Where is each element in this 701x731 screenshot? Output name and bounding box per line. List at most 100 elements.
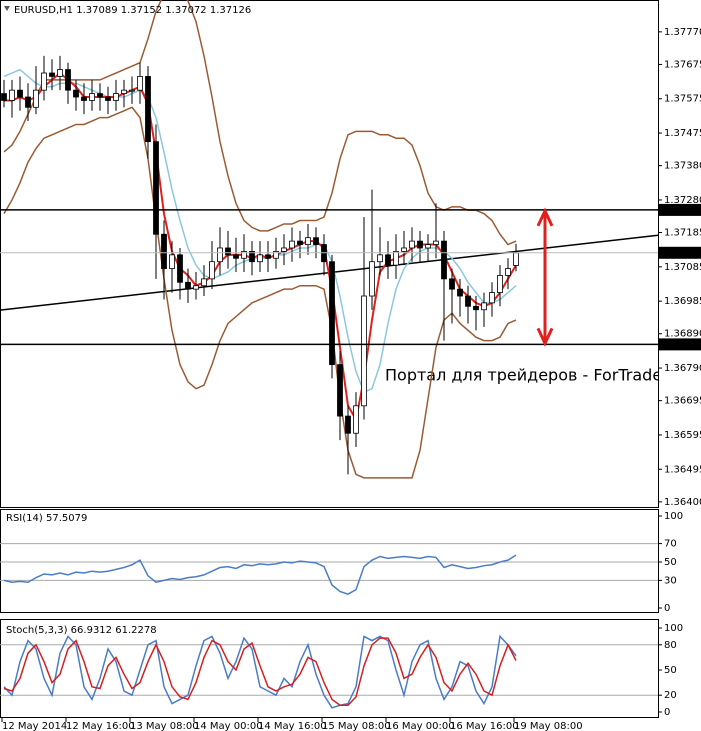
candle-body	[489, 292, 495, 304]
candle-body	[217, 247, 223, 263]
overlay-line	[3, 106, 517, 479]
candle-body	[9, 89, 15, 101]
y-tick-label: 1.37575	[664, 94, 701, 105]
candle-body	[289, 240, 295, 249]
x-tick-label: 16 May 16:00	[450, 721, 519, 731]
main-plot: Портал для трейдеров - ForTrader.ru	[0, 0, 658, 479]
candle-body	[57, 69, 63, 77]
indicator-line	[3, 554, 517, 596]
y-tick-label: 1.36400	[664, 497, 701, 508]
y-tick-label: 100	[664, 623, 683, 634]
y-tick-label: 1.37475	[664, 128, 701, 139]
candle-body	[385, 254, 391, 266]
level-label: 1.37251	[661, 205, 701, 216]
candle-body	[433, 240, 439, 245]
candle-body	[497, 275, 503, 293]
stoch-plot	[0, 634, 658, 709]
candle-body	[401, 247, 407, 252]
y-tick-label: 1.37085	[664, 262, 701, 273]
candle-body	[233, 254, 239, 259]
candle-body	[209, 261, 215, 280]
low-value: 1.37072	[165, 5, 206, 16]
candle-body	[121, 89, 127, 94]
x-tick-label: 14 May 00:00	[194, 721, 263, 731]
candle-body	[369, 261, 375, 297]
candle-body	[81, 96, 87, 101]
x-tick-label: 12 May 16:00	[66, 721, 135, 731]
range-arrow-head	[536, 327, 554, 347]
candle-body	[201, 278, 207, 287]
candle-body	[17, 89, 23, 98]
candle-body	[169, 254, 175, 269]
rsi-plot	[0, 543, 658, 596]
candle-body	[25, 96, 31, 108]
indicator-line	[3, 637, 517, 707]
candle-body	[465, 295, 471, 307]
y-tick-label: 1.37380	[664, 161, 701, 172]
y-tick-label: 1.36495	[664, 464, 701, 475]
y-tick-label: 1.37675	[664, 59, 701, 70]
candle-body	[297, 240, 303, 245]
candle-body	[305, 237, 311, 245]
candle-body	[473, 305, 479, 311]
candle-body	[161, 233, 167, 269]
stoch-panel	[0, 619, 659, 718]
stoch-signal-value: 61.2278	[115, 625, 156, 636]
candle-body	[449, 278, 455, 290]
x-tick-label: 14 May 16:00	[258, 721, 327, 731]
candle-body	[249, 251, 255, 263]
candle-body	[33, 89, 39, 108]
candle-body	[273, 251, 279, 259]
y-tick-label: 1.36595	[664, 430, 701, 441]
y-tick-label: 1.37185	[664, 228, 701, 239]
candle-body	[1, 93, 7, 101]
close-value: 1.37126	[210, 5, 251, 16]
candle-body	[481, 302, 487, 311]
candle-body	[153, 141, 159, 235]
candle-body	[257, 254, 263, 263]
candle-body	[137, 76, 143, 91]
y-tick-label: 100	[664, 511, 683, 522]
symbol-icon	[4, 6, 10, 11]
candle-body	[89, 93, 95, 101]
candle-body	[409, 240, 415, 249]
candle-body	[49, 72, 55, 77]
rsi-panel	[0, 509, 659, 613]
y-tick-label: 30	[664, 575, 677, 586]
candle-body	[505, 268, 511, 276]
y-tick-label: 0	[664, 707, 670, 718]
candle-body	[513, 252, 519, 266]
stoch-main-value: 66.9312	[71, 625, 112, 636]
candle-body	[425, 244, 431, 249]
x-tick-label: 16 May 00:00	[386, 721, 455, 731]
candle-body	[313, 237, 319, 245]
current-price-label: 1.37126	[661, 248, 701, 259]
y-tick-label: 80	[664, 640, 677, 651]
candle-body	[441, 240, 447, 280]
y-tick-label: 0	[664, 603, 670, 614]
main-header: EURUSD,H1 1.37089 1.37152 1.37072 1.3712…	[14, 5, 251, 16]
axes: 1.37770 1.37675 1.37575 1.37475 1.37380 1.372…	[1, 27, 701, 731]
candle-body	[65, 69, 71, 91]
candle-body	[457, 288, 463, 297]
y-tick-label: 1.36890	[664, 329, 701, 340]
candle-body	[145, 76, 151, 143]
level-box	[659, 203, 701, 216]
indicator-line	[3, 634, 517, 709]
candle-body	[337, 364, 343, 417]
main-panel	[0, 0, 659, 508]
candle-body	[193, 285, 199, 290]
y-tick-label: 1.36790	[664, 363, 701, 374]
rsi-value: 57.5079	[46, 513, 87, 524]
candle-body	[113, 93, 119, 101]
rsi-header: RSI(14) 57.5079	[6, 513, 87, 524]
x-tick-label: 12 May 2014	[2, 721, 67, 731]
y-tick-label: 1.37280	[664, 195, 701, 206]
y-tick-label: 1.36985	[664, 296, 701, 307]
candle-body	[41, 72, 47, 91]
candle-body	[377, 254, 383, 263]
candle-body	[105, 96, 111, 101]
candle-body	[345, 415, 351, 434]
candle-body	[281, 247, 287, 252]
